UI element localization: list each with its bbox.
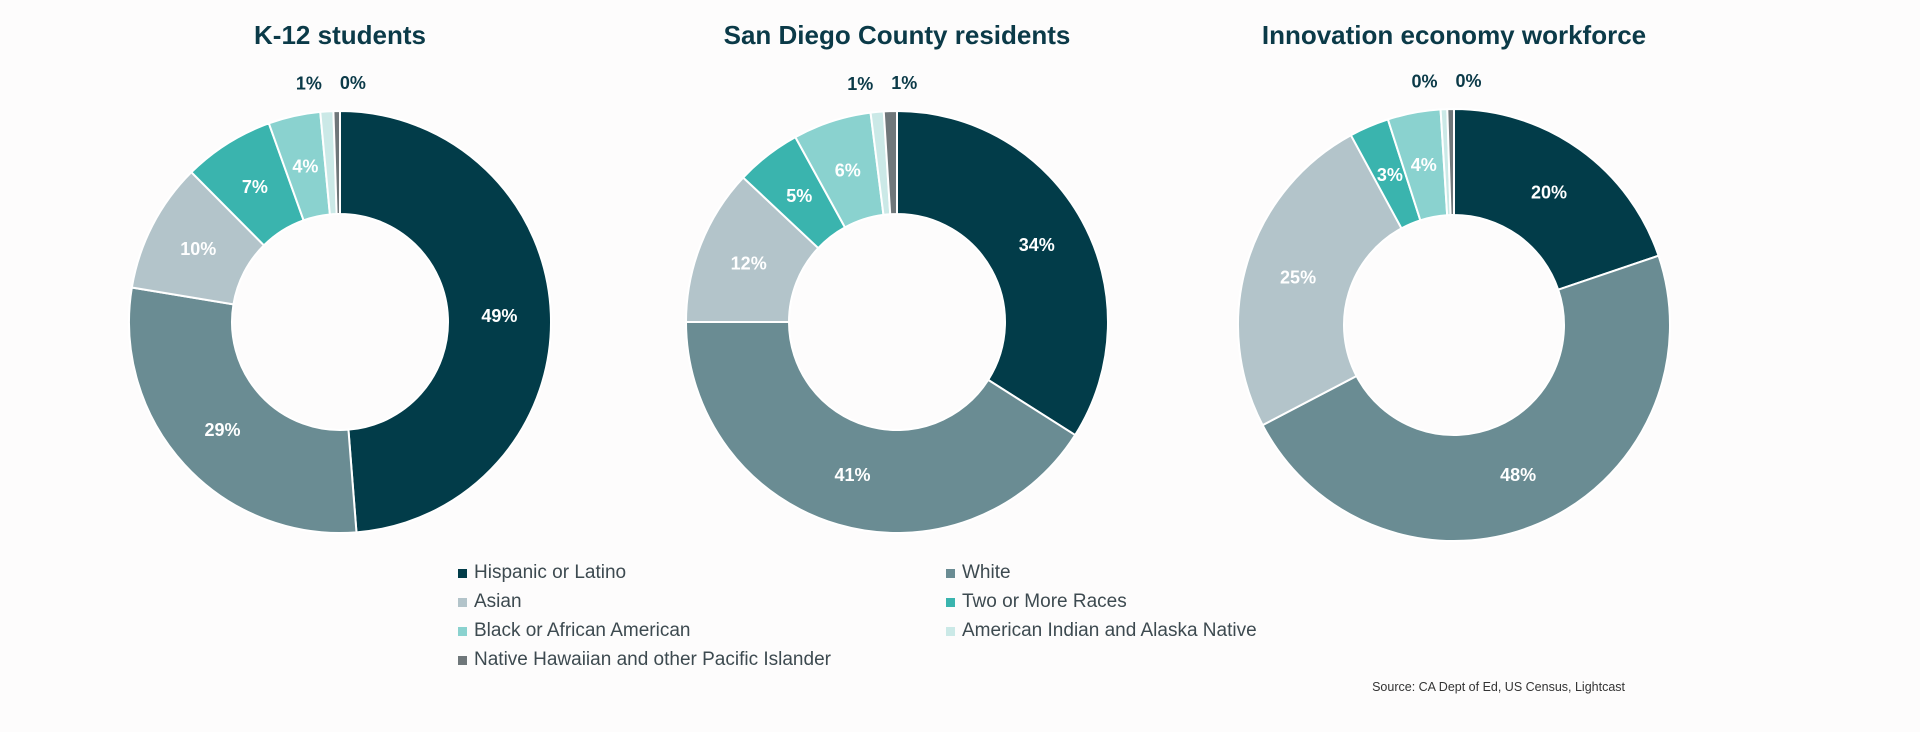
slice-label: 0% <box>1456 71 1482 91</box>
donut-chart-3: Innovation economy workforce 20% 48% 25% 3% 4… <box>1237 20 1671 542</box>
legend-label: White <box>962 562 1011 583</box>
slice-hispanic-or-latino <box>339 109 552 534</box>
slice-label: 10% <box>180 239 216 259</box>
slice-native-hawaiian-and-other-pacific-islander <box>882 109 898 216</box>
donut-chart-1: K-12 students 49% 29% 10% 7% 4% 1% 0% <box>128 20 552 534</box>
legend-swatch <box>946 597 955 607</box>
slice-label: 20% <box>1531 183 1567 203</box>
slice-label: 49% <box>481 306 517 326</box>
slice-white <box>684 321 1077 534</box>
legend-item-american-indian: American Indian and Alaska Native <box>946 620 1366 642</box>
slice-label: 0% <box>1412 71 1438 91</box>
legend-swatch <box>458 655 467 665</box>
legend-swatch <box>458 597 467 607</box>
legend-label: American Indian and Alaska Native <box>962 620 1257 641</box>
slice-label: 41% <box>834 465 870 485</box>
slice-label: 1% <box>891 73 917 93</box>
slice-label: 0% <box>340 73 366 93</box>
legend-label: Hispanic or Latino <box>474 562 627 583</box>
slice-label: 1% <box>296 73 322 93</box>
slice-label: 3% <box>1377 165 1403 185</box>
slice-asian <box>1237 133 1403 427</box>
slice-label: 5% <box>786 186 812 206</box>
legend-item-asian: Asian <box>458 591 946 613</box>
slice-label: 4% <box>1411 155 1437 175</box>
legend-swatch <box>458 626 467 636</box>
slice-label: 1% <box>847 74 873 94</box>
slice-label: 34% <box>1019 235 1055 255</box>
legend-item-black: Black or African American <box>458 620 946 642</box>
legend-item-pacific-islander: Native Hawaiian and other Pacific Island… <box>458 649 946 671</box>
legend-swatch <box>946 626 955 636</box>
legend-label: Native Hawaiian and other Pacific Island… <box>474 649 831 670</box>
chart-title: San Diego County residents <box>724 20 1071 50</box>
legend-label: Black or African American <box>474 620 691 641</box>
slice-label: 12% <box>731 253 767 273</box>
donut-chart-2: San Diego County residents 34% 41% 12% 5% 6% 1… <box>684 20 1109 534</box>
slice-label: 4% <box>292 156 318 176</box>
legend-item-white: White <box>946 562 1366 584</box>
legend-label: Two or More Races <box>962 591 1127 612</box>
slice-label: 29% <box>204 420 240 440</box>
slice-white <box>1261 254 1671 542</box>
legend: Hispanic or Latino White Asian Two or Mo… <box>458 562 1366 671</box>
source-note: Source: CA Dept of Ed, US Census, Lightc… <box>1372 680 1625 694</box>
slice-native-hawaiian-and-other-pacific-islander <box>332 109 341 216</box>
slice-native-hawaiian-and-other-pacific-islander <box>1446 107 1455 217</box>
chart-title: Innovation economy workforce <box>1262 20 1646 50</box>
legend-label: Asian <box>474 591 522 612</box>
slice-hispanic-or-latino <box>1453 107 1660 291</box>
slice-white <box>128 286 358 534</box>
slice-label: 25% <box>1280 268 1316 288</box>
chart-title: K-12 students <box>254 20 426 50</box>
slice-label: 6% <box>835 160 861 180</box>
legend-swatch <box>458 568 467 578</box>
slice-label: 7% <box>242 177 268 197</box>
slice-label: 48% <box>1500 465 1536 485</box>
legend-item-hispanic: Hispanic or Latino <box>458 562 946 584</box>
slice-hispanic-or-latino <box>896 109 1109 437</box>
legend-item-two-or-more: Two or More Races <box>946 591 1366 613</box>
legend-swatch <box>946 568 955 578</box>
